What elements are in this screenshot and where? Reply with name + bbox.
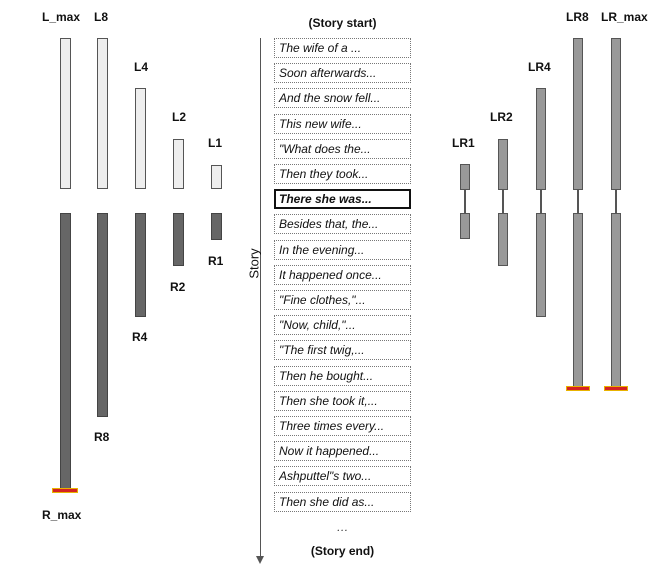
story-segment: "Fine clothes,"... [274, 290, 411, 310]
bidirectional-bar-lr1-right [460, 213, 470, 239]
label-l2: L2 [172, 110, 187, 124]
label-l1: L1 [208, 136, 223, 150]
story-ellipsis: … [336, 520, 349, 534]
story-segment: In the evening... [274, 240, 411, 260]
story-segment: This new wife... [274, 114, 411, 134]
bidirectional-bar-lr1-left [460, 164, 470, 190]
label-r2: R2 [170, 280, 186, 294]
story-segment: "What does the... [274, 139, 411, 159]
right-context-bar-rmax [60, 213, 71, 490]
lr8-limit-marker [566, 386, 590, 391]
label-r1: R1 [208, 254, 224, 268]
story-segment: Three times every... [274, 416, 411, 436]
label-lr1: LR1 [452, 136, 475, 150]
bidirectional-bar-lr2-right [498, 213, 508, 266]
bidirectional-connector-lr2 [502, 190, 504, 213]
story-segment: Then she did as... [274, 492, 411, 512]
right-context-bar-r1 [211, 213, 222, 240]
label-lr2: LR2 [490, 110, 513, 124]
bidirectional-bar-lr8-left [573, 38, 583, 190]
story-segment: Then she took it,... [274, 391, 411, 411]
right-context-bar-r4 [135, 213, 146, 317]
left-context-bar-l4 [135, 88, 146, 189]
story-end-label: (Story end) [310, 544, 375, 558]
bidirectional-connector-lr4 [540, 190, 542, 213]
label-lr8: LR8 [566, 10, 589, 24]
bidirectional-connector-lrmax [615, 190, 617, 213]
bidirectional-bar-lrmax-left [611, 38, 621, 190]
left-context-bar-l1 [211, 165, 222, 189]
label-r-max: R_max [42, 508, 82, 522]
bidirectional-connector-lr8 [577, 190, 579, 213]
label-l8: L8 [94, 10, 109, 24]
label-r8: R8 [94, 430, 110, 444]
bidirectional-connector-lr1 [464, 190, 466, 213]
left-context-bar-lmax [60, 38, 71, 189]
story-segment-current: There she was... [274, 189, 411, 209]
story-start-label: (Story start) [308, 16, 377, 30]
bidirectional-bar-lrmax-right [611, 213, 621, 387]
label-r4: R4 [132, 330, 148, 344]
label-lr-max: LR_max [601, 10, 648, 24]
lrmax-limit-marker [604, 386, 628, 391]
label-l-max: L_max [42, 10, 81, 24]
story-segment: "Now, child,"... [274, 315, 411, 335]
rmax-limit-marker [52, 488, 78, 493]
story-segment: Then he bought... [274, 366, 411, 386]
bidirectional-bar-lr2-left [498, 139, 508, 190]
bidirectional-bar-lr4-right [536, 213, 546, 317]
left-context-bar-l8 [97, 38, 108, 189]
right-context-bar-r2 [173, 213, 184, 266]
bidirectional-bar-lr8-right [573, 213, 583, 387]
story-segment: Besides that, the... [274, 214, 411, 234]
bidirectional-bar-lr4-left [536, 88, 546, 190]
story-segment: The wife of a ... [274, 38, 411, 58]
story-segment: "The first twig,... [274, 340, 411, 360]
left-context-bar-l2 [173, 139, 184, 189]
story-segment: Ashputtel"s two... [274, 466, 411, 486]
story-segment: Now it happened... [274, 441, 411, 461]
story-segment: It happened once... [274, 265, 411, 285]
label-lr4: LR4 [528, 60, 551, 74]
story-axis-arrow [256, 556, 264, 564]
story-segment: Then they took... [274, 164, 411, 184]
right-context-bar-r8 [97, 213, 108, 417]
label-l4: L4 [134, 60, 149, 74]
story-axis-label: Story [246, 248, 262, 279]
story-segment: Soon afterwards... [274, 63, 411, 83]
story-axis [260, 38, 261, 558]
story-segment: And the snow fell... [274, 88, 411, 108]
